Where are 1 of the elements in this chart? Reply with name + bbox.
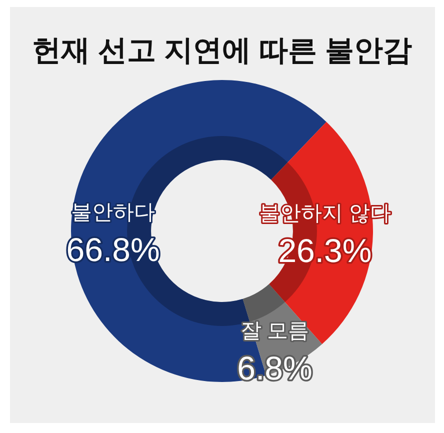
title: 헌재 선고 지연에 따른 불안감	[32, 35, 412, 67]
